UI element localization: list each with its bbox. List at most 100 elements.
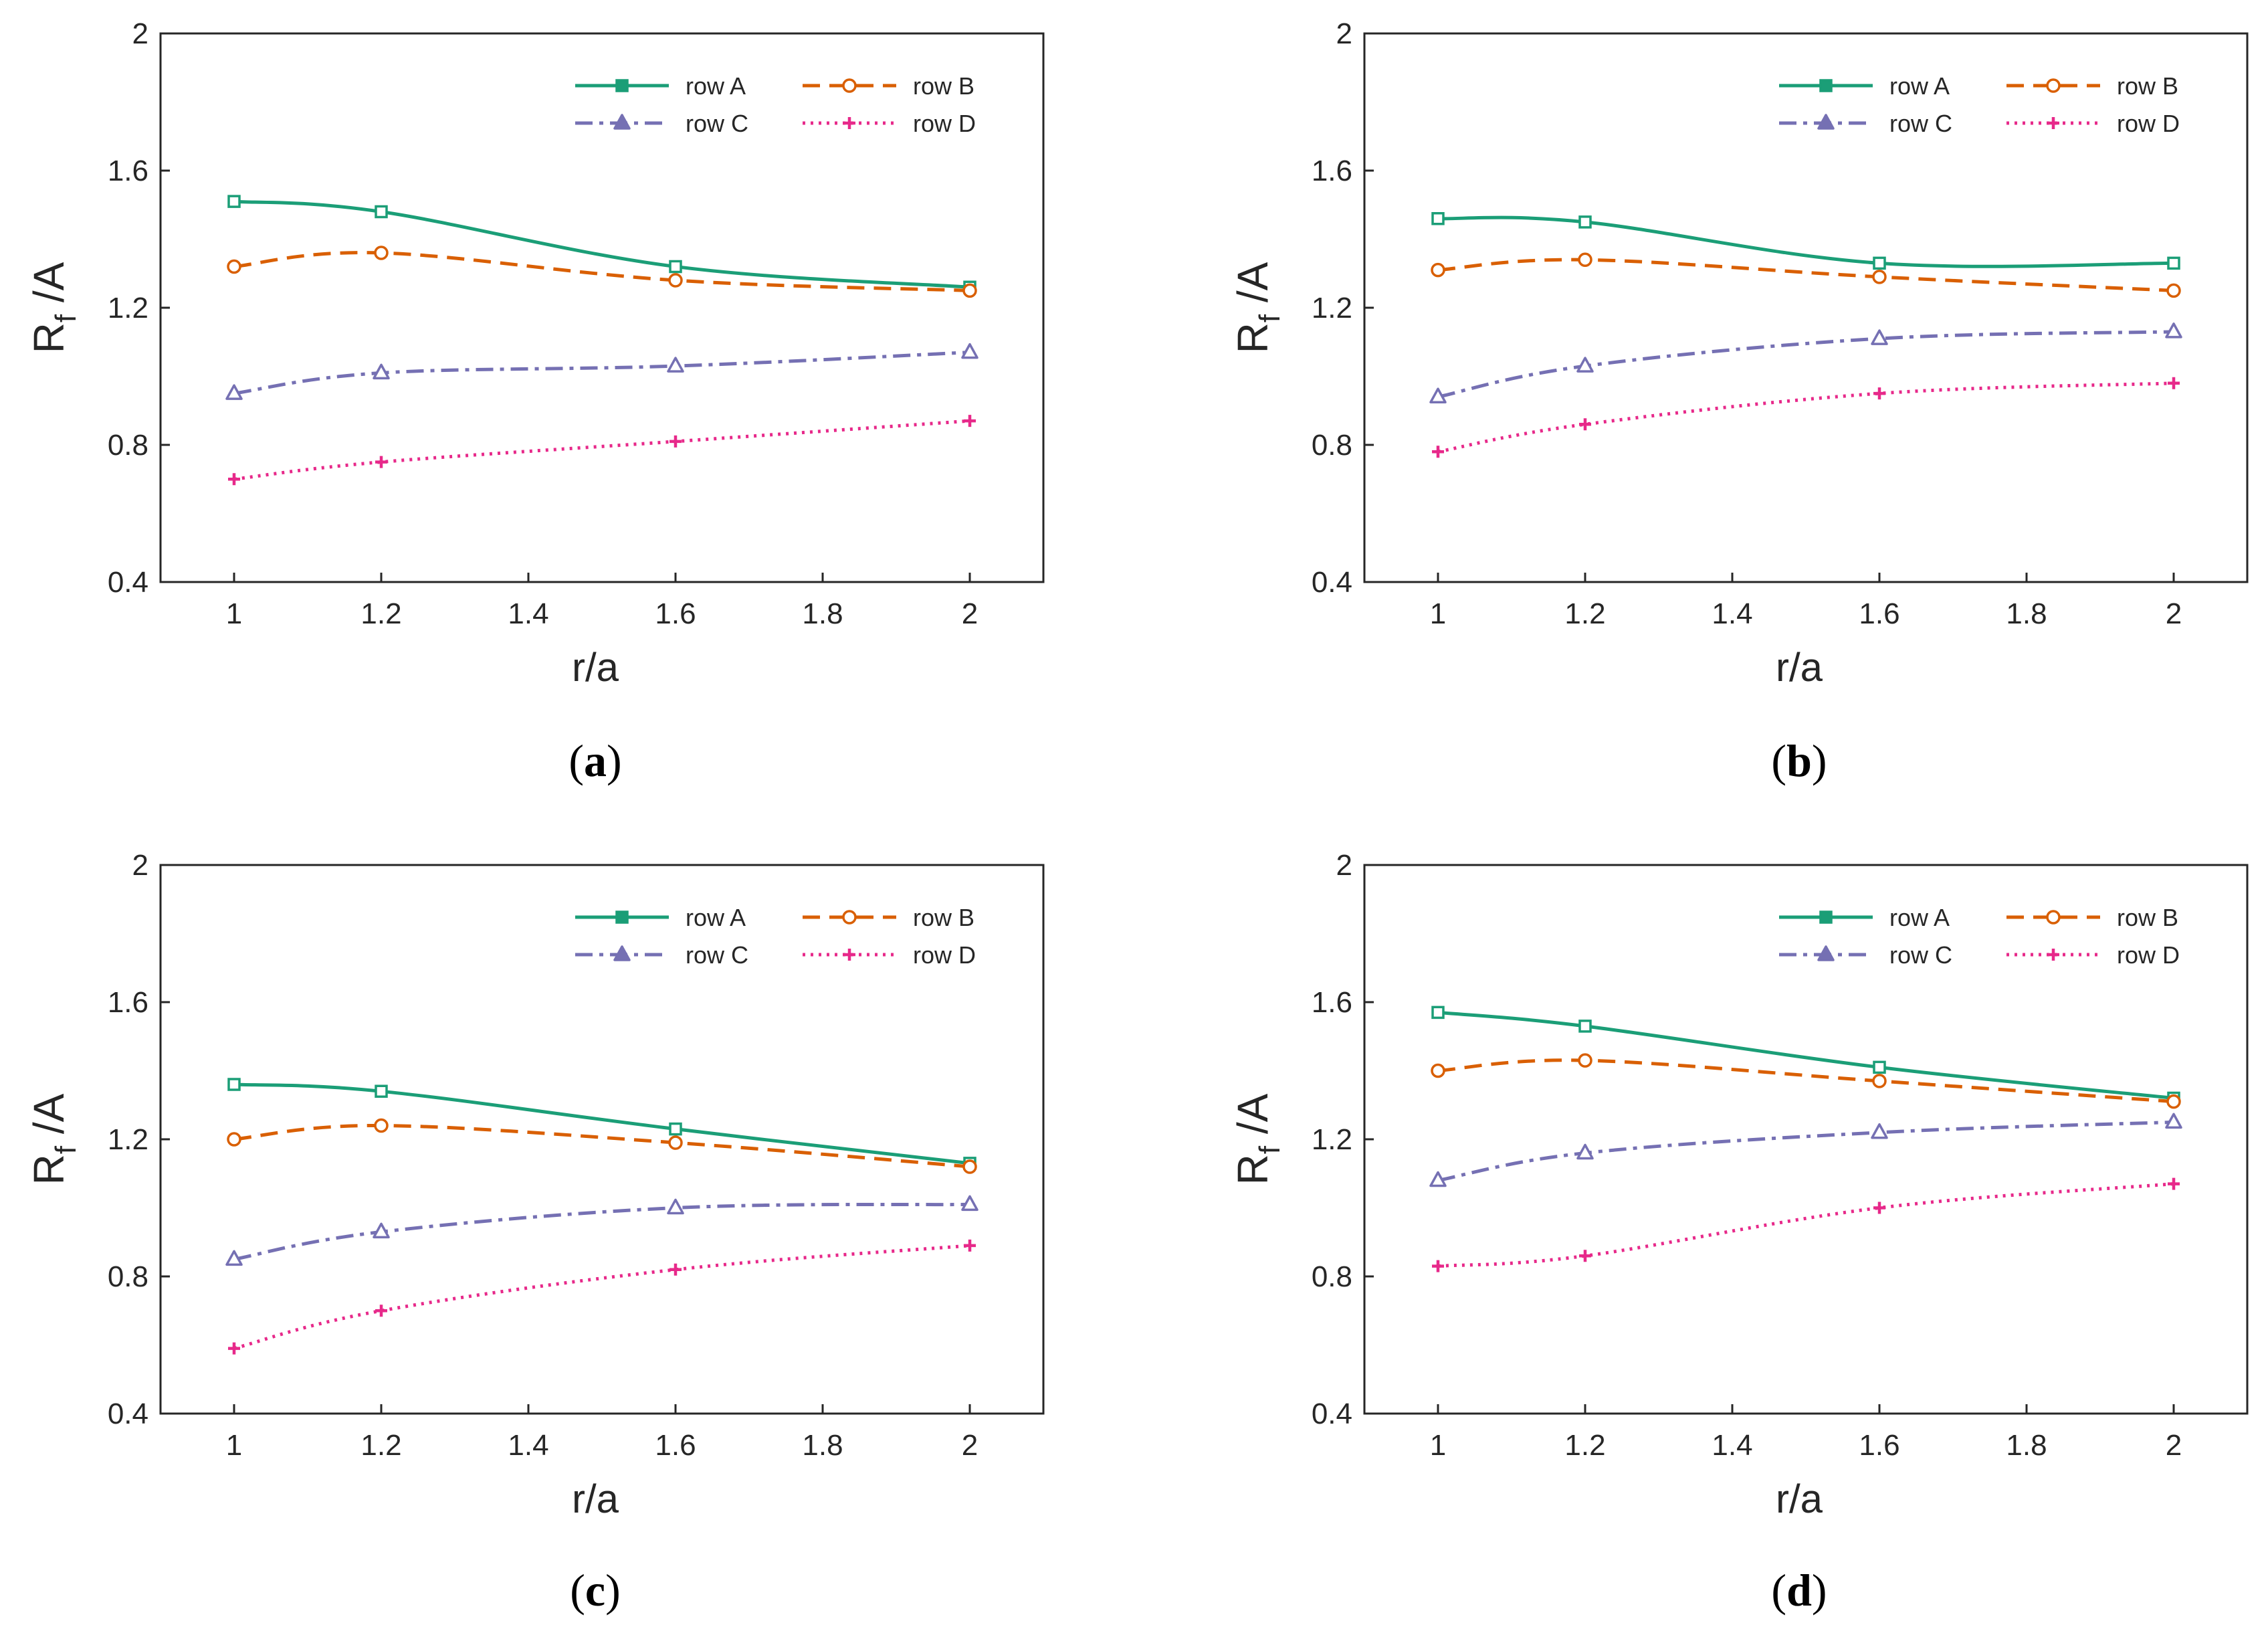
legend-label: row B — [913, 904, 974, 931]
legend-item: row B — [803, 904, 974, 931]
x-tick-label: 1.2 — [360, 1429, 401, 1462]
data-point — [1871, 1123, 1888, 1139]
series-line — [233, 1123, 970, 1169]
data-point — [227, 1132, 241, 1147]
y-axis-label: Rf /A — [1229, 262, 1286, 353]
x-tick-label: 1.6 — [1859, 1429, 1899, 1462]
chart-panel-b: 1 1.2 1.4 1.6 1.8 2 0.4 0.8 1.2 1.6 2 r/a Rf /A row A… — [1229, 17, 2249, 786]
y-axis-label: Rf /A — [25, 1093, 82, 1185]
x-tick-label: 1.4 — [1712, 597, 1752, 630]
data-point — [225, 1250, 243, 1266]
data-point — [1578, 1020, 1592, 1033]
y-tick-label: 2 — [132, 17, 148, 50]
legend-marker — [615, 910, 629, 924]
data-point — [1429, 387, 1447, 403]
legend-item: row A — [575, 904, 746, 931]
y-tick-label: 1.2 — [108, 1123, 148, 1156]
y-tick-label: 1.2 — [1312, 292, 1352, 324]
legend-marker — [1819, 79, 1833, 92]
y-tick-label: 0.4 — [1312, 1398, 1352, 1430]
data-point — [2166, 1094, 2181, 1109]
series-line — [233, 1082, 970, 1165]
x-tick-label: 1.4 — [508, 1429, 548, 1462]
data-point — [669, 260, 682, 274]
series-row-a — [227, 1078, 976, 1170]
legend-item: row C — [575, 110, 748, 137]
data-point — [964, 1239, 976, 1252]
legend-marker — [2046, 910, 2061, 925]
y-tick-label: 0.4 — [108, 1398, 148, 1430]
legend-item: row D — [2006, 941, 2180, 969]
y-tick-label: 1.6 — [1312, 986, 1352, 1019]
series-line — [1437, 258, 2174, 292]
data-point — [1431, 1063, 1445, 1078]
y-tick-label: 0.8 — [108, 1260, 148, 1293]
x-tick-label: 1.6 — [1859, 597, 1899, 630]
series-row-b — [1431, 252, 2181, 298]
x-axis-label: r/a — [1776, 1476, 1823, 1521]
series-line — [233, 251, 970, 292]
legend-label: row A — [1889, 72, 1950, 100]
x-axis-label: r/a — [572, 1476, 619, 1521]
y-axis-label: Rf /A — [25, 262, 82, 353]
plot-frame — [159, 32, 1045, 583]
data-point — [1576, 357, 1594, 373]
legend-item: row D — [803, 941, 976, 969]
data-point — [961, 343, 978, 359]
legend-label: row A — [1889, 904, 1950, 931]
legend-label: row C — [1889, 941, 1952, 969]
data-point — [374, 246, 389, 260]
x-tick-label: 1.6 — [655, 597, 696, 630]
y-tick-label: 0.8 — [1312, 1260, 1352, 1293]
legend-item: row B — [2006, 72, 2178, 100]
y-axis-label: Rf /A — [1229, 1093, 1286, 1185]
plot-frame — [159, 864, 1045, 1415]
x-tick-label: 1.2 — [1564, 597, 1605, 630]
legend: row A row B row C row D — [575, 904, 976, 969]
series-row-c — [225, 343, 978, 400]
series-row-d — [1432, 1177, 2180, 1272]
data-point — [962, 1159, 977, 1174]
legend-marker — [2047, 949, 2059, 961]
legend-marker — [2047, 117, 2059, 129]
chart-panel-a: 1 1.2 1.4 1.6 1.8 2 0.4 0.8 1.2 1.6 2 r/a Rf /A row A… — [25, 17, 1045, 786]
legend-marker — [1817, 114, 1835, 130]
series-line — [1437, 381, 2174, 454]
legend-marker — [613, 945, 631, 961]
data-point — [1432, 1260, 1444, 1272]
data-point — [964, 415, 976, 427]
y-tick-label: 1.6 — [108, 155, 148, 187]
data-point — [2168, 1177, 2180, 1190]
data-point — [1431, 212, 1445, 225]
series-line — [233, 351, 970, 395]
series-line — [233, 1244, 970, 1351]
legend-marker — [843, 949, 855, 961]
data-point — [667, 1198, 684, 1215]
data-point — [2165, 1113, 2182, 1129]
data-point — [228, 473, 240, 486]
series-row-b — [1431, 1053, 2181, 1109]
series-row-b — [227, 246, 977, 298]
series-row-c — [1429, 1113, 2182, 1187]
legend-item: row D — [803, 110, 976, 137]
legend-label: row B — [913, 72, 974, 100]
data-point — [1579, 1250, 1591, 1262]
y-tick-label: 0.4 — [1312, 566, 1352, 599]
series-row-a — [227, 195, 976, 294]
series-line — [233, 419, 970, 481]
x-tick-label: 1.8 — [2006, 1429, 2047, 1462]
series-row-d — [228, 415, 976, 486]
series-row-a — [1431, 1005, 2180, 1105]
x-tick-label: 2 — [962, 597, 978, 630]
series-line — [1437, 1120, 2174, 1182]
y-tick-label: 2 — [1336, 17, 1352, 50]
x-axis-label: r/a — [1776, 645, 1823, 690]
data-point — [227, 259, 241, 274]
series-line — [1437, 330, 2174, 399]
legend-item: row B — [2006, 904, 2178, 931]
data-point — [1429, 1171, 1447, 1187]
x-tick-label: 2 — [2166, 597, 2182, 630]
x-tick-label: 1.8 — [802, 597, 843, 630]
legend-label: row D — [913, 110, 976, 137]
